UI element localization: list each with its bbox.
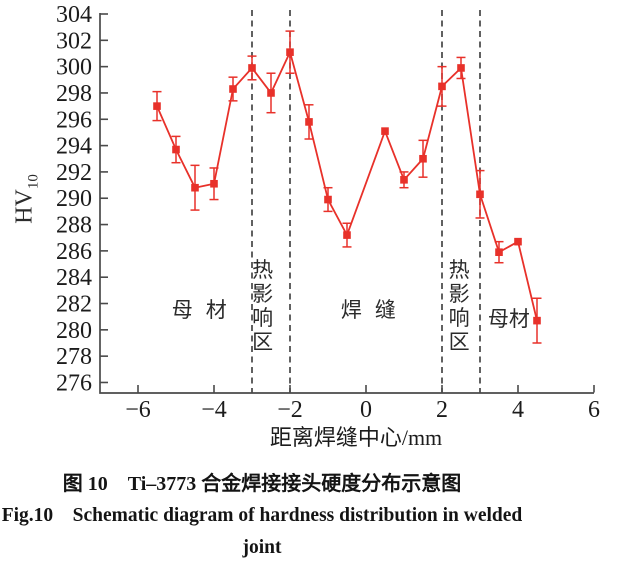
y-axis-tick-label: 296 bbox=[56, 107, 92, 133]
data-point-marker bbox=[400, 176, 408, 184]
figure-captions: 图 10 Ti–3773 合金焊接接头硬度分布示意图 Fig.10 Schema… bbox=[0, 468, 524, 567]
y-axis-title-subscript: 10 bbox=[25, 174, 42, 190]
y-axis-tick-label: 290 bbox=[56, 186, 92, 212]
y-axis-tick-label: 298 bbox=[56, 81, 92, 107]
data-point-marker bbox=[210, 179, 218, 188]
zone-label-char: 区 bbox=[449, 330, 470, 354]
data-point-marker bbox=[476, 190, 484, 199]
caption-english-line1: Fig.10 Schematic diagram of hardness dis… bbox=[1, 505, 523, 558]
y-axis-title: HV10 bbox=[12, 174, 43, 224]
x-axis-tick-label: 4 bbox=[512, 397, 524, 423]
y-axis-tick-label: 276 bbox=[56, 370, 92, 396]
zone-label: 母材 bbox=[488, 307, 530, 331]
x-axis-tick-label: −4 bbox=[201, 397, 227, 423]
x-axis-title: 距离焊缝中心/mm bbox=[269, 425, 443, 450]
y-axis-tick-label: 304 bbox=[56, 2, 92, 28]
y-axis-tick-label: 288 bbox=[56, 213, 92, 239]
zone-label-char: 区 bbox=[252, 330, 273, 354]
zone-label-char: 响 bbox=[252, 306, 273, 330]
data-point-marker bbox=[172, 145, 180, 154]
x-axis-tick-label: 2 bbox=[436, 397, 448, 423]
y-axis-tick-label: 300 bbox=[56, 55, 92, 81]
zone-label-char: 响 bbox=[449, 306, 470, 330]
zone-label-char: 热 bbox=[449, 258, 470, 282]
data-point-marker bbox=[324, 195, 332, 204]
data-point-marker bbox=[229, 85, 237, 93]
zone-label: 焊缝 bbox=[341, 298, 409, 322]
y-axis-tick-label: 282 bbox=[56, 292, 92, 318]
data-point-marker bbox=[248, 64, 256, 72]
x-axis-tick-label: −2 bbox=[277, 397, 303, 423]
data-point-marker bbox=[381, 127, 389, 135]
y-axis-tick-label: 284 bbox=[56, 265, 92, 291]
hardness-distribution-chart: 2762782802822842862882902922942962983003… bbox=[56, 2, 600, 423]
data-point-marker bbox=[286, 48, 294, 56]
x-axis-tick-label: 6 bbox=[588, 397, 600, 423]
y-axis-tick-label: 280 bbox=[56, 318, 92, 344]
zone-label: 母材 bbox=[172, 298, 240, 322]
x-axis-tick-label: −6 bbox=[125, 397, 151, 423]
x-axis-tick-label: 0 bbox=[360, 397, 372, 423]
hardness-line bbox=[156, 49, 538, 321]
data-point-marker bbox=[343, 231, 351, 239]
data-point-marker bbox=[514, 237, 522, 246]
data-point-marker bbox=[267, 89, 275, 97]
axes-frame bbox=[99, 13, 594, 394]
y-axis-tick-label: 278 bbox=[56, 344, 92, 370]
y-axis-tick-label: 292 bbox=[56, 160, 92, 186]
zone-label-char: 影 bbox=[449, 282, 470, 306]
caption-chinese: 图 10 Ti–3773 合金焊接接头硬度分布示意图 bbox=[62, 473, 462, 495]
data-point-marker bbox=[533, 316, 541, 325]
data-point-marker bbox=[495, 248, 503, 256]
data-point-marker bbox=[438, 82, 446, 91]
data-point-marker bbox=[457, 64, 465, 72]
y-axis-tick-label: 286 bbox=[56, 239, 92, 265]
data-point-marker bbox=[191, 183, 199, 192]
data-point-marker bbox=[153, 102, 161, 110]
data-point-marker bbox=[305, 118, 313, 126]
y-axis-tick-label: 302 bbox=[56, 28, 92, 54]
zone-label-char: 影 bbox=[252, 282, 273, 306]
data-point-marker bbox=[419, 154, 427, 163]
y-axis-tick-label: 294 bbox=[56, 134, 92, 160]
zone-label-char: 热 bbox=[252, 258, 273, 282]
y-axis-title-main: HV bbox=[11, 189, 38, 224]
